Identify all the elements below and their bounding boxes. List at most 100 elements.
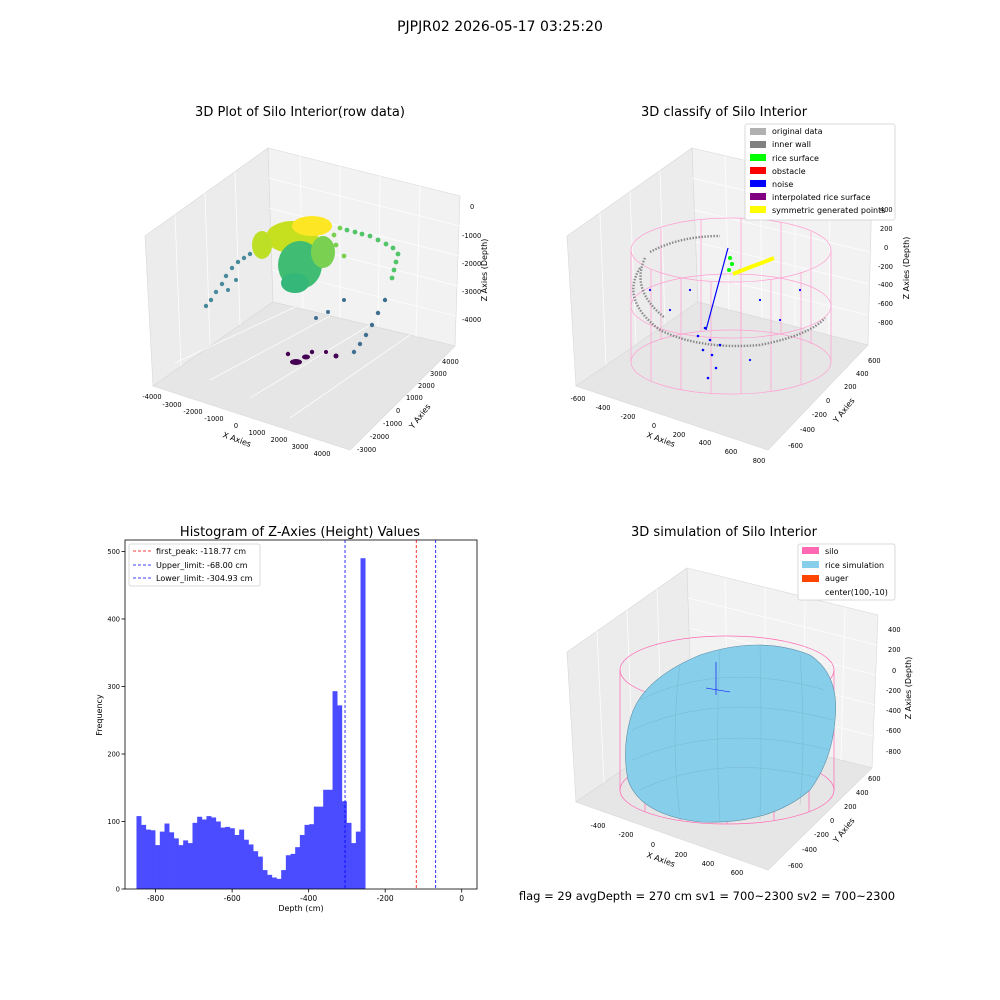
simulation-z-tick: 200 [888,646,901,654]
raw-z-tick: 0 [470,203,474,211]
classify-x-tick: -200 [621,413,636,421]
histogram-legend-frame [128,543,261,587]
histogram-bar [309,824,315,889]
histogram-y-tick-label: 100 [107,818,120,826]
histogram-bar [327,789,333,889]
simulation-z-tick: 0 [892,667,896,675]
histogram-axes-frame [124,539,478,890]
simulation-z-tick: -200 [886,687,901,695]
histogram-bar [299,834,305,889]
histogram-bar [159,831,165,889]
classify-y-tick: 0 [826,397,830,405]
histogram-bar [276,878,282,889]
histogram-bar [341,801,347,889]
histogram-bar [337,705,343,889]
classify-z-tick: 200 [880,225,893,233]
raw-x-tick: -2000 [183,408,202,416]
raw-x-tick: 3000 [292,443,309,451]
histogram-bar [211,817,217,889]
raw-data-title: 3D Plot of Silo Interior(row data) [195,105,405,120]
histogram-bars [136,558,366,889]
classify-x-ticks: -600 -400 -200 0 200 400 600 800 [571,395,766,465]
histogram-x-tick-label: -800 [147,894,164,903]
raw-data-floor-pane [152,301,456,451]
histogram-bar [271,877,277,889]
legend-label-auger: auger [825,574,849,583]
legend-swatch-original-data [750,128,766,135]
simulation-rice-surface [625,644,836,823]
raw-y-tick: -3000 [357,446,376,454]
histogram-bar [332,691,338,889]
raw-x-tick: 1000 [249,429,266,437]
simulation-y-tick: 200 [844,803,857,811]
legend-swatch-silo [802,547,819,554]
histogram-title: Histogram of Z-Axies (Height) Values [180,525,420,540]
simulation-z-tick: 400 [888,626,901,634]
histogram-bar [323,789,329,889]
raw-z-tick: -2000 [462,260,481,268]
classify-legend: original data inner wall rice surface ob… [744,123,896,221]
simulation-y-tick: 600 [868,775,881,783]
histogram-bar [253,851,259,889]
classify-rice-surface [727,256,734,272]
figure-suptitle: PJPJR02 2026-05-17 03:25:20 [397,19,603,35]
classify-axes-box [566,147,873,451]
histogram-y-tick-label: 300 [107,683,120,691]
simulation-y-tick: -200 [814,831,829,839]
histogram-bar [355,831,361,889]
histogram-y-tick-label: 500 [107,548,120,556]
raw-data-panel: 3D Plot of Silo Interior(row data) [142,105,489,458]
simulation-legend-frame [797,543,896,601]
classify-y-tick: 600 [868,357,881,365]
raw-x-tick: -4000 [142,393,161,401]
legend-label-upper-limit: Upper_limit: -68.00 cm [156,561,248,570]
histogram-x-tick-label: -200 [377,894,394,903]
raw-x-tick: 0 [234,422,238,430]
legend-label-obstacle: obstacle [772,167,806,176]
simulation-z-tick: -800 [886,748,901,756]
simulation-ylabel: Y Axies [831,816,857,845]
classify-z-tick: -200 [878,263,893,271]
classify-z-tick: 0 [884,244,888,252]
histogram-bar [281,870,287,889]
legend-label-inner-wall: inner wall [772,140,811,149]
histogram-bar [285,855,291,889]
histogram-bar [192,822,198,889]
classify-symmetric-points [732,256,775,276]
legend-label-rice-simulation: rice simulation [825,561,884,570]
raw-y-tick: 2000 [418,382,435,390]
figure-footer: flag = 29 avgDepth = 270 cm sv1 = 700~23… [519,889,895,903]
histogram-bar [234,834,240,889]
classify-y-ticks: -600 -400 -200 0 200 400 600 [788,357,881,450]
histogram-bar [187,843,193,889]
histogram-bar [229,828,235,889]
classify-x-tick: 800 [753,457,766,465]
histogram-bar [215,821,221,889]
simulation-zlabel: Z Axies (Depth) [904,657,913,720]
legend-swatch-rice-surface [750,154,766,161]
histogram-bar [290,853,296,889]
simulation-z-tick: -400 [886,707,901,715]
classify-z-tick: -600 [878,300,893,308]
classify-legend-frame [744,123,896,221]
classify-x-tick: 0 [652,422,656,430]
simulation-x-tick: 0 [651,841,655,849]
legend-label-noise: noise [772,180,793,189]
histogram-bar [304,824,310,889]
histogram-bar [197,816,203,889]
raw-z-tick: -3000 [462,288,481,296]
classify-xlabel: X Axies [645,430,676,449]
histogram-bar [267,874,273,889]
raw-y-tick: -1000 [383,420,402,428]
raw-y-tick: -2000 [370,433,389,441]
simulation-y-tick: 0 [830,817,834,825]
raw-data-y-ticks: -3000 -2000 -1000 0 1000 2000 3000 4000 [357,358,459,454]
legend-label-interpolated: interpolated rice surface [772,193,870,202]
simulation-panel: 3D simulation of Silo Interior [566,525,913,877]
classify-z-tick: -800 [878,319,893,327]
classify-z-ticks: 400 200 0 -200 -400 -600 -800 [878,206,893,327]
histogram-bar [164,823,170,889]
histogram-bar [346,822,352,889]
raw-z-tick: -1000 [462,232,481,240]
classify-z-tick: -400 [878,281,893,289]
